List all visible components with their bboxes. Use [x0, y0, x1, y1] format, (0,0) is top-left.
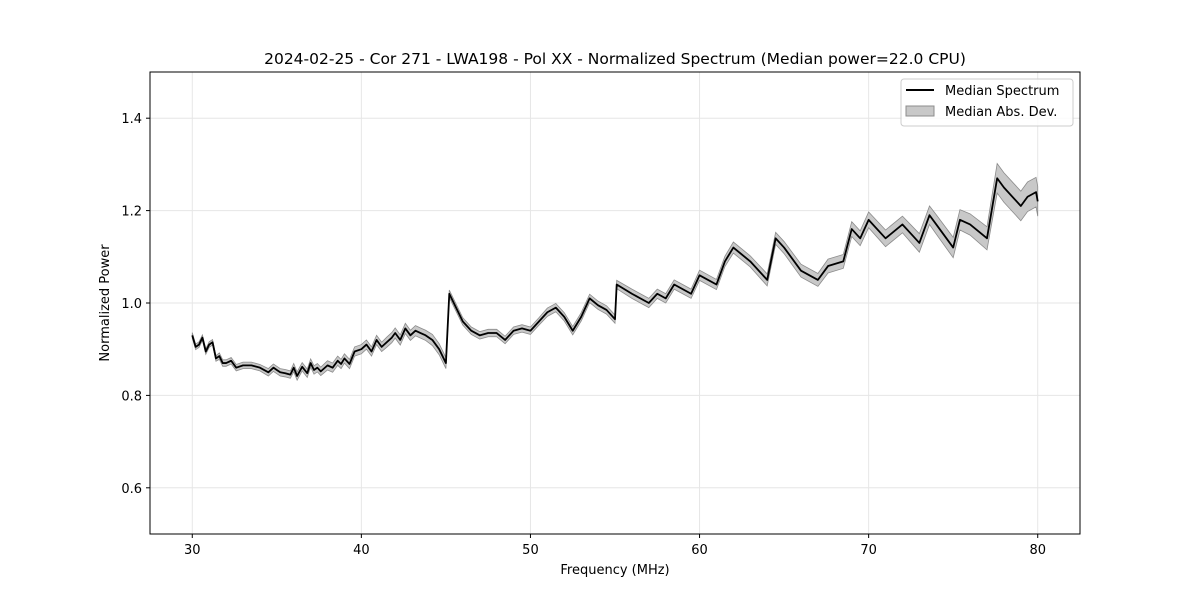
- legend: Median Spectrum Median Abs. Dev.: [900, 78, 1074, 127]
- y-tick-label: 1.2: [121, 205, 142, 220]
- median-line-layer: [191, 177, 1039, 377]
- legend-label-mad: Median Abs. Dev.: [945, 105, 1057, 120]
- chart-title: 2024-02-25 - Cor 271 - LWA198 - Pol XX -…: [264, 50, 966, 68]
- legend-label-median: Median Spectrum: [945, 84, 1059, 99]
- y-tick-label: 1.4: [121, 112, 142, 127]
- y-axis-ticks: 0.6 0.8 1.0 1.2 1.4: [121, 112, 150, 497]
- median-spectrum-line: [191, 177, 1039, 377]
- mad-band-layer: [191, 162, 1039, 382]
- y-tick-label: 0.6: [121, 482, 142, 497]
- x-tick-label: 70: [860, 543, 877, 558]
- x-tick-label: 30: [184, 543, 201, 558]
- y-axis-label: Normalized Power: [98, 244, 113, 362]
- y-tick-label: 0.8: [121, 389, 142, 404]
- x-tick-label: 50: [522, 543, 539, 558]
- mad-band: [191, 162, 1039, 382]
- x-axis-ticks: 30 40 50 60 70 80: [184, 534, 1046, 558]
- legend-band-swatch: [905, 105, 935, 117]
- x-tick-label: 80: [1029, 543, 1046, 558]
- x-axis-label: Frequency (MHz): [560, 563, 669, 578]
- legend-box: [900, 78, 1074, 127]
- y-tick-label: 1.0: [121, 297, 142, 312]
- x-tick-label: 40: [353, 543, 370, 558]
- x-tick-label: 60: [691, 543, 708, 558]
